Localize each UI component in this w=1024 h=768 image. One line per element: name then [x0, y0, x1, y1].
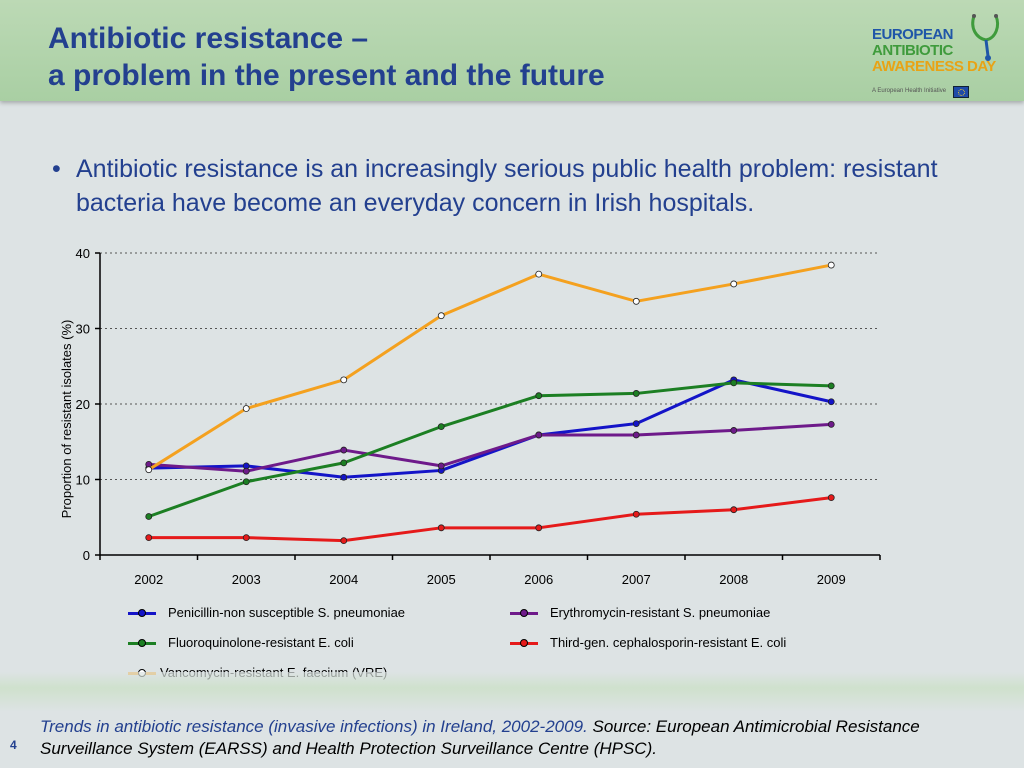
slide-header: Antibiotic resistance – a problem in the… [0, 0, 1024, 101]
page-number: 4 [10, 738, 17, 752]
data-point [632, 297, 640, 305]
data-point [827, 398, 835, 406]
series-line [148, 496, 832, 543]
series-line [148, 422, 832, 473]
data-point [827, 382, 835, 390]
data-point [340, 473, 348, 481]
data-point [632, 510, 640, 518]
resistance-line-chart: 0 10 20 30 40 2002 2003 2004 2005 2006 2007 2008 200… [59, 246, 881, 587]
y-axis-label: Proportion of resistant isolates (%) [59, 320, 74, 519]
data-point [535, 431, 543, 439]
caption-source: Source: European Antimicrobial Resistanc… [40, 717, 920, 758]
logo-line-2: ANTIBIOTIC [872, 42, 953, 59]
data-point [632, 420, 640, 428]
data-point [632, 390, 640, 397]
bullet-symbol: • [52, 155, 61, 183]
data-point [242, 534, 250, 542]
logo-tagline: A European Health Initiative [872, 88, 947, 94]
data-point [730, 280, 738, 288]
legend-marker [520, 609, 528, 617]
data-point [730, 427, 738, 434]
logo-line-3: AWARENESS DAY [872, 58, 996, 75]
data-point [340, 537, 348, 545]
legend-marker [520, 639, 528, 647]
series-4 [145, 261, 835, 474]
data-point [242, 467, 250, 475]
title-line-1: Antibiotic resistance – [48, 22, 369, 55]
legend-label: Penicillin-non susceptible S. pneumoniae [168, 605, 406, 620]
caption-description: Trends in antibiotic resistance (invasiv… [40, 717, 588, 736]
series-line [148, 378, 832, 479]
series-1 [145, 420, 835, 475]
legend-label: Fluoroquinolone-resistant E. coli [168, 635, 354, 650]
data-point [437, 312, 445, 320]
data-point [827, 261, 835, 269]
data-point [730, 379, 738, 387]
title-line-2: a problem in the present and the future [48, 59, 605, 92]
data-point [535, 270, 543, 278]
data-point [437, 423, 445, 431]
data-point [340, 459, 348, 467]
x-tick-label: 2002 [134, 572, 163, 587]
series-line [147, 263, 832, 471]
y-tick-label: 20 [76, 397, 90, 412]
x-tick-label: 2004 [329, 572, 358, 587]
data-point [827, 420, 835, 428]
x-tick-label: 2007 [622, 572, 651, 587]
eu-flag-icon [953, 86, 969, 98]
data-point [535, 392, 543, 400]
data-point [730, 506, 738, 514]
stethoscope-icon [971, 14, 1000, 61]
data-point [340, 376, 348, 384]
eaad-logo: EUROPEAN ANTIBIOTIC AWARENESS DAY A Euro… [868, 12, 1018, 98]
series-line [148, 381, 832, 518]
y-tick-label: 10 [76, 473, 90, 488]
x-tick-label: 2008 [719, 572, 748, 587]
decorative-band [0, 672, 1024, 712]
y-tick-label: 0 [83, 548, 90, 563]
legend-label: Erythromycin-resistant S. pneumoniae [550, 605, 771, 620]
data-point [145, 534, 153, 542]
x-tick-label: 2006 [524, 572, 553, 587]
data-point [437, 524, 445, 532]
x-tick-label: 2005 [427, 572, 456, 587]
logo-line-1: EUROPEAN [872, 26, 954, 43]
data-point [827, 494, 835, 502]
data-point [145, 466, 153, 474]
y-tick-label: 30 [76, 322, 90, 337]
series-3 [145, 494, 835, 545]
data-point [632, 431, 640, 439]
slide-title: Antibiotic resistance – a problem in the… [48, 20, 808, 94]
legend-marker [138, 639, 146, 647]
figure-caption: Trends in antibiotic resistance (invasiv… [40, 716, 1000, 760]
data-point [535, 524, 543, 532]
data-point [437, 462, 445, 470]
legend-marker [138, 609, 146, 617]
data-point [340, 446, 348, 454]
legend-label: Third-gen. cephalosporin-resistant E. co… [550, 635, 787, 650]
series-2 [145, 379, 835, 520]
data-point [242, 478, 250, 486]
y-tick-label: 40 [76, 246, 90, 261]
x-tick-label: 2009 [817, 572, 846, 587]
x-tick-label: 2003 [232, 572, 261, 587]
data-point [242, 405, 250, 412]
bullet-text: Antibiotic resistance is an increasingly… [76, 155, 938, 217]
data-point [145, 513, 153, 520]
